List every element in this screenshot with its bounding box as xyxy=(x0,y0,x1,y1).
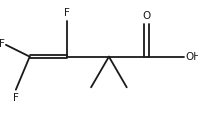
Text: F: F xyxy=(64,8,70,18)
Text: OH: OH xyxy=(185,52,198,62)
Text: O: O xyxy=(142,11,151,21)
Text: F: F xyxy=(0,39,5,49)
Text: F: F xyxy=(13,93,19,103)
